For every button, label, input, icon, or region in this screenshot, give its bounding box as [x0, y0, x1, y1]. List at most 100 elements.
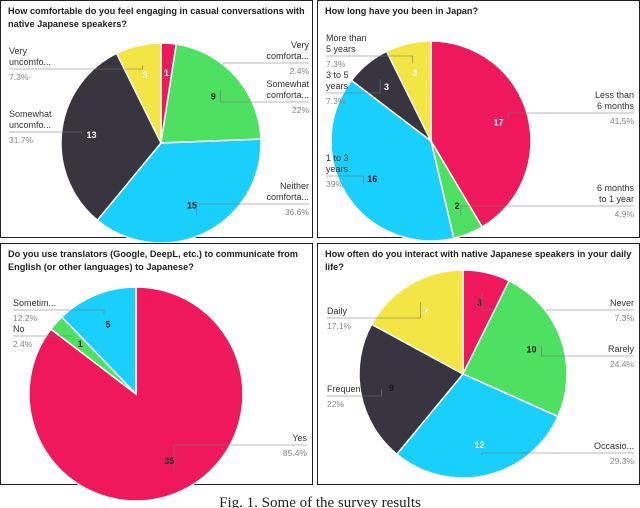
slice-percent-label: 41.5%: [610, 116, 635, 126]
slice-legend-label: Occasio... 29.3%: [481, 441, 634, 466]
slice-count-label: 7: [423, 306, 428, 316]
slice-count-label: 9: [211, 91, 216, 101]
leader-line: [9, 65, 144, 70]
slice-label-text: comforta...: [266, 51, 309, 61]
slice-label-text: 6 months: [597, 183, 635, 193]
pie-slice: [330, 79, 455, 242]
slice-count-label: 2: [455, 201, 460, 211]
chart-panel-comfort: How comfortable do you feel engaging in …: [0, 0, 313, 244]
figure-caption: Fig. 1. Some of the survey results: [219, 495, 421, 508]
slice-count-label: 16: [367, 174, 377, 184]
slice-label-text: Sometim...: [13, 298, 56, 308]
slice-percent-label: 17.1%: [327, 321, 352, 331]
slice-count-label: 35: [164, 456, 174, 466]
slice-label-text: Less than: [595, 90, 634, 100]
leader-line: [327, 302, 421, 319]
slice-label-text: comforta...: [266, 192, 309, 202]
slice-label-text: to 1 year: [599, 194, 634, 204]
slice-label-text: Frequently: [327, 384, 370, 394]
slice-label-text: 5 years: [326, 44, 356, 54]
leader-line: [9, 131, 82, 134]
slice-label-text: uncomfo...: [9, 120, 51, 130]
slice-label-text: Yes: [292, 433, 307, 443]
pie-slice: [461, 279, 568, 418]
slice-label-text: Very: [291, 40, 310, 50]
chart-title: How comfortable do you feel engaging in …: [8, 6, 305, 29]
leader-line: [326, 79, 381, 94]
slice-percent-label: 24.4%: [610, 359, 635, 369]
slice-count-label: 1: [164, 68, 169, 78]
slice-label-text: years: [326, 81, 349, 91]
slice-percent-label: 22%: [292, 105, 309, 115]
slice-legend-label: No 2.4%: [13, 324, 73, 349]
slice-percent-label: 7.3%: [326, 96, 346, 106]
slice-count-label: 5: [105, 320, 110, 330]
slice-label-text: years: [326, 164, 349, 174]
slice-label-text: Somewhat: [266, 79, 309, 89]
pie-slice: [160, 43, 262, 144]
pie-slice: [96, 138, 262, 244]
slice-percent-label: 36.6%: [285, 207, 310, 217]
leader-line: [460, 205, 634, 216]
pie-slice: [60, 286, 137, 396]
leader-line: [326, 175, 365, 185]
pie-slice: [115, 42, 162, 144]
leader-line: [173, 444, 307, 471]
slice-label-text: 6 months: [597, 101, 635, 111]
leader-line: [13, 309, 105, 315]
slice-percent-label: 2.4%: [290, 66, 310, 76]
slice-percent-label: 85.4%: [283, 448, 308, 458]
leader-line: [481, 292, 634, 311]
pie-slice: [358, 323, 465, 456]
slice-label-text: Neither: [280, 181, 309, 191]
slice-count-label: 10: [527, 344, 537, 354]
leader-line: [507, 112, 634, 120]
slice-label-text: 3 to 5: [326, 70, 349, 80]
pie-slice: [60, 52, 162, 222]
slice-count-label: 12: [475, 440, 485, 450]
slice-count-label: 9: [389, 383, 394, 393]
slice-percent-label: 12.2%: [13, 313, 38, 323]
slice-legend-label: Rarely 24.4%: [541, 344, 634, 369]
slice-count-label: 3: [477, 298, 482, 308]
pie-slice: [385, 40, 432, 142]
leader-line: [13, 335, 73, 338]
slice-label-text: Never: [610, 298, 634, 308]
slice-count-label: 13: [86, 130, 96, 140]
slice-percent-label: 22%: [327, 399, 344, 409]
pie-slice: [370, 269, 464, 376]
leader-line: [196, 203, 309, 215]
slice-label-text: Daily: [327, 306, 348, 316]
pie-chart-comfort: 1Verycomforta...2.4%9Somewhatcomforta...…: [9, 40, 310, 244]
slice-percent-label: 7.3%: [326, 59, 346, 69]
chart-title: How long have you been in Japan?: [325, 6, 479, 16]
slice-count-label: 17: [493, 117, 503, 127]
slice-label-text: Rarely: [608, 344, 635, 354]
slice-label-text: comforta...: [266, 90, 309, 100]
chart-title: Do you use translators (Google, DeepL, e…: [8, 249, 298, 272]
slice-legend-label: Sometim... 12.2%: [13, 298, 105, 323]
chart-panel-translators: Do you use translators (Google, DeepL, e…: [0, 243, 313, 502]
slice-legend-label: Daily 17.1%: [327, 302, 421, 331]
chart-title: How often do you interact with native Ja…: [325, 249, 632, 272]
slice-label-text: Occasio...: [594, 441, 634, 451]
leader-line: [481, 452, 634, 456]
slice-percent-label: 39%: [326, 179, 343, 189]
slice-percent-label: 4.9%: [615, 209, 635, 219]
slice-label-text: More than: [326, 33, 367, 43]
chart-panel-interaction: How often do you interact with native Ja…: [317, 243, 640, 485]
slice-label-text: No: [13, 324, 25, 334]
leader-line: [327, 389, 382, 397]
slice-label-text: Very: [9, 46, 28, 56]
slice-legend-label: Never 7.3%: [481, 292, 634, 323]
slice-label-text: Somewhat: [9, 109, 52, 119]
leader-line: [326, 55, 414, 64]
